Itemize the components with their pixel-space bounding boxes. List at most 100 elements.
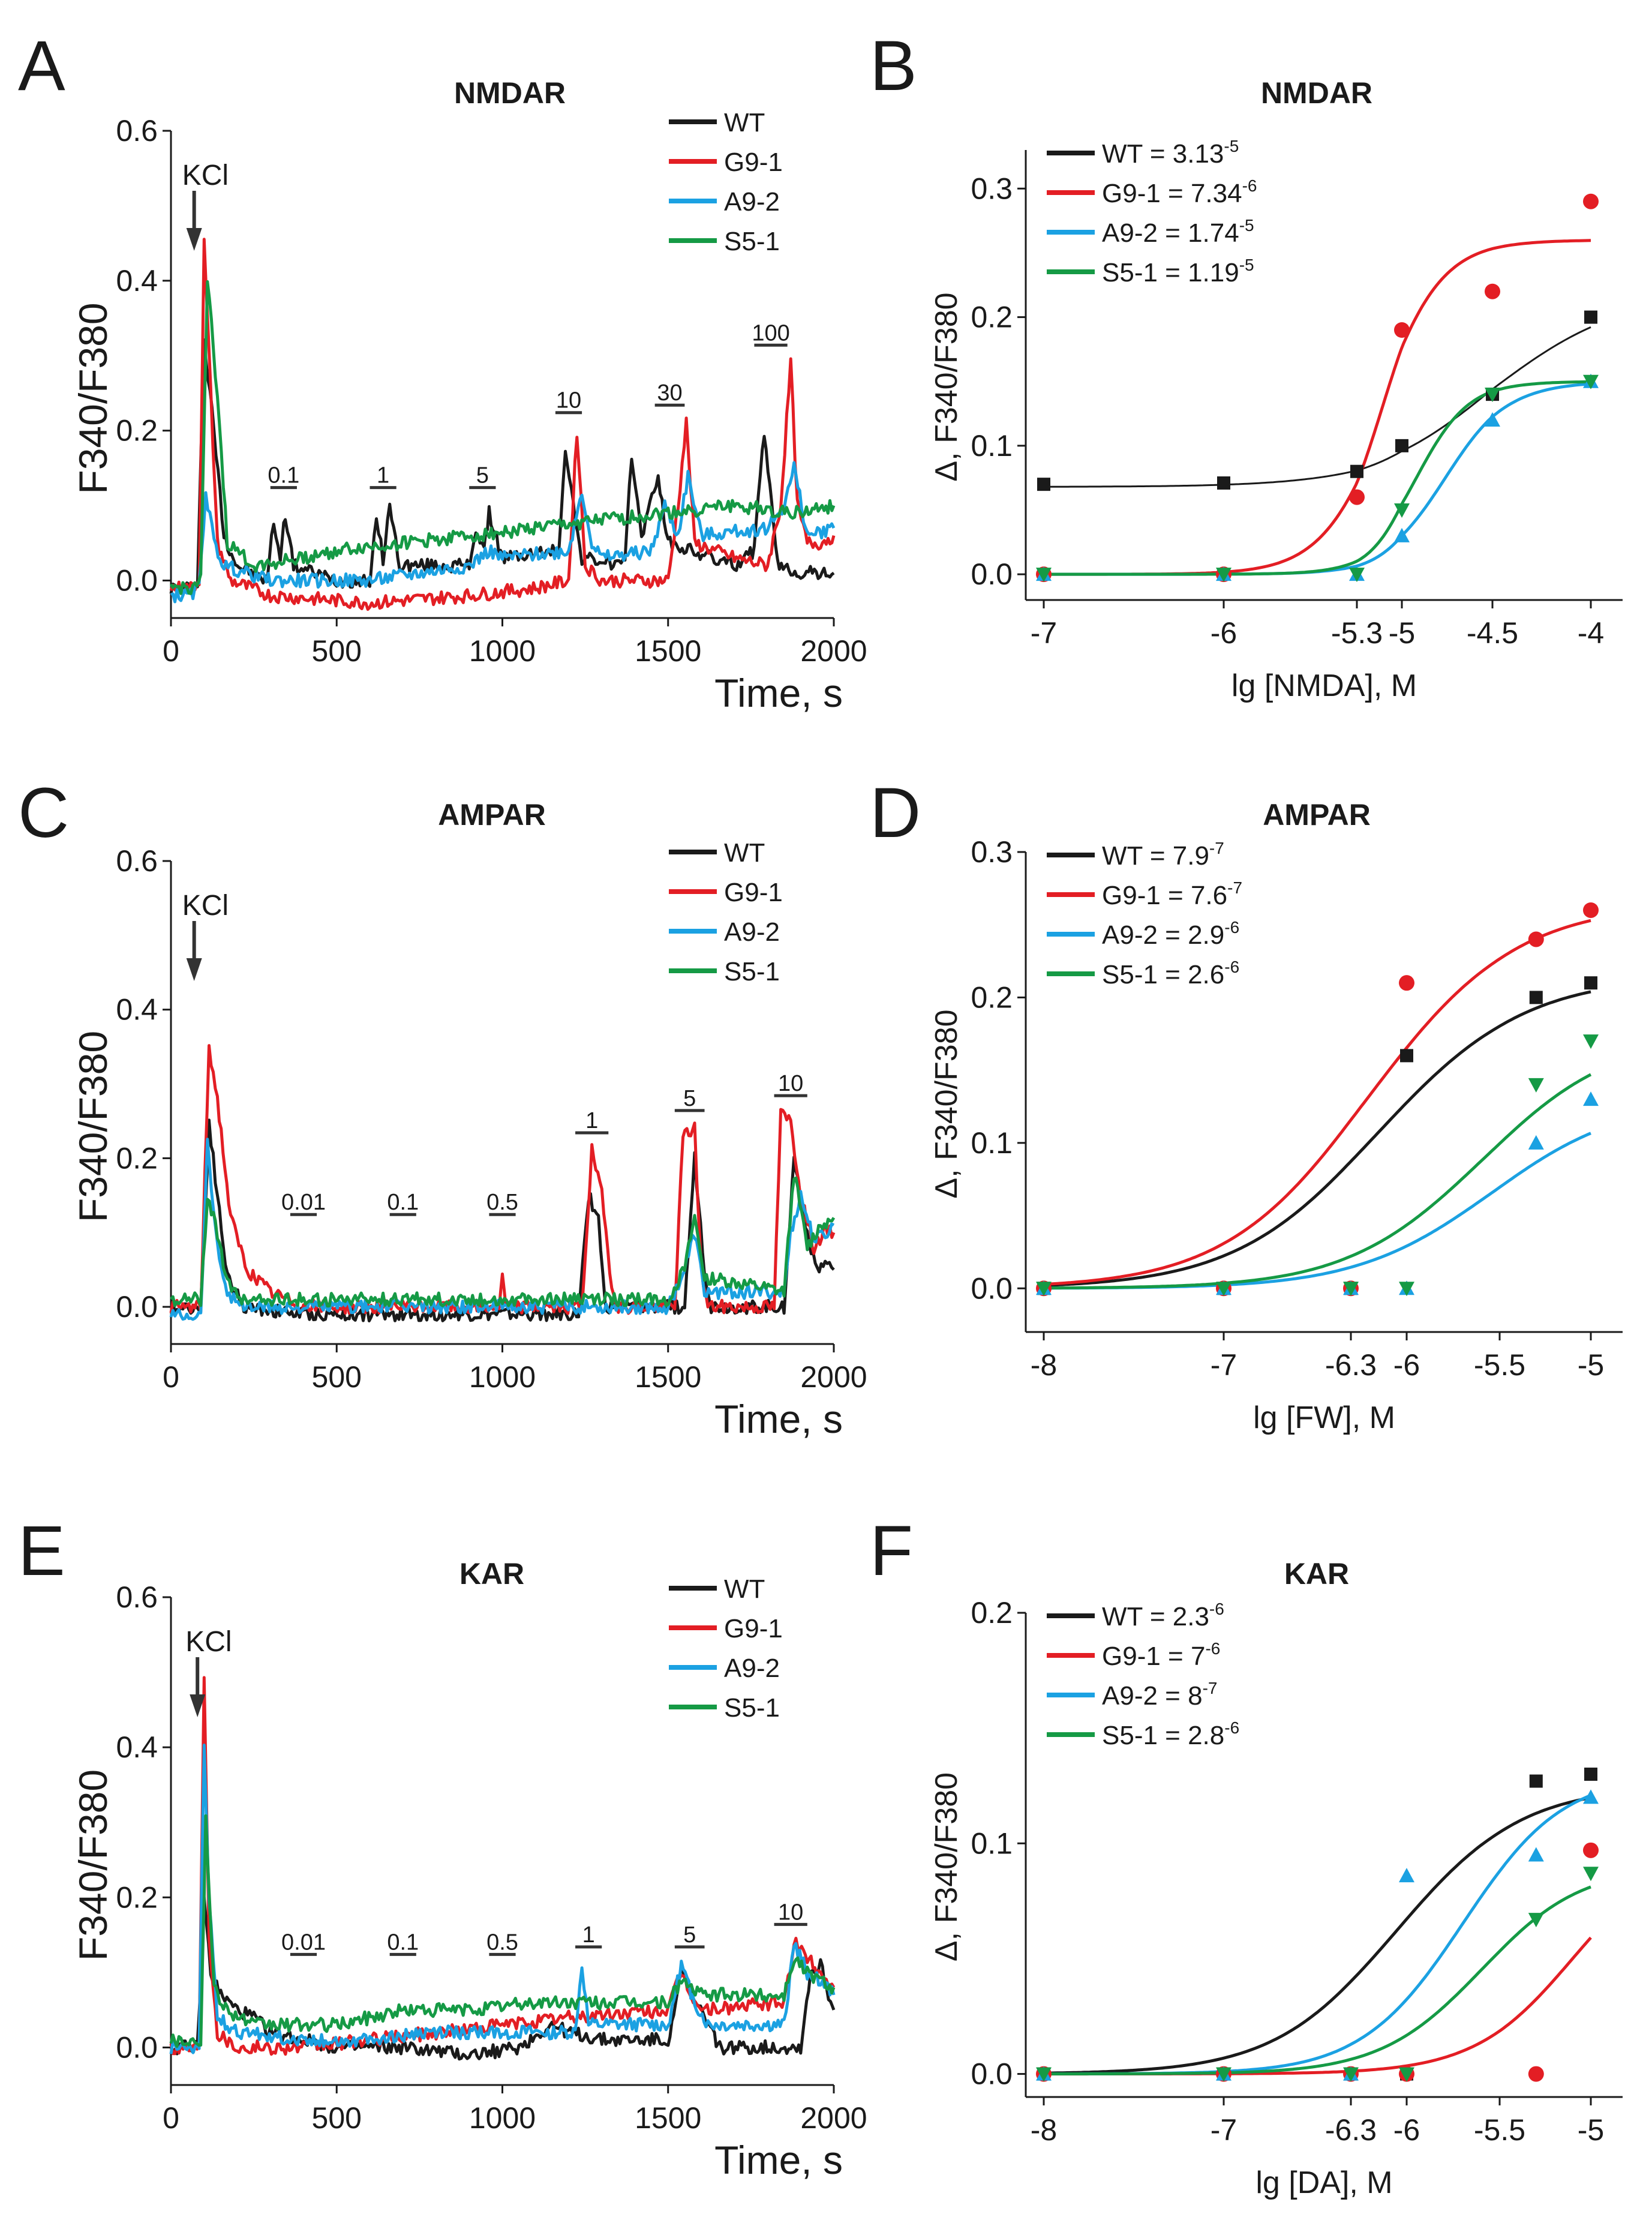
x-tick-label: -5 bbox=[1578, 1348, 1604, 1382]
data-point-s5-1 bbox=[1349, 568, 1365, 583]
application-label: 0.5 bbox=[486, 1190, 518, 1215]
application-label: 10 bbox=[778, 1071, 803, 1096]
panel-letter: C bbox=[18, 773, 69, 853]
legend-exponent: -6 bbox=[1224, 1718, 1239, 1737]
x-tick-label: 1500 bbox=[635, 634, 701, 668]
legend-label: G9-1 = 7.6-7 bbox=[1102, 878, 1242, 910]
data-point-s5-1 bbox=[1343, 2067, 1359, 2082]
y-tick-label: 0.0 bbox=[971, 557, 1013, 591]
y-tick-label: 0.6 bbox=[116, 844, 158, 878]
y-tick-label: 0.4 bbox=[116, 993, 158, 1027]
data-point-a9-2 bbox=[1485, 412, 1500, 427]
legend-label: S5-1 bbox=[724, 1693, 780, 1723]
application-label: 1 bbox=[585, 1108, 598, 1133]
panel-F: F KAR 0.0 0.1 0.2 -8 -7 -6.3 -6 -5.5 -5 lg [DA], M Δ… bbox=[870, 1511, 1623, 2200]
data-point-g9-1 bbox=[1349, 489, 1365, 505]
data-point-wt bbox=[1350, 464, 1363, 478]
x-tick-label: -7 bbox=[1211, 2113, 1237, 2147]
y-axis-title: F340/F380 bbox=[71, 302, 115, 494]
data-point-wt bbox=[1529, 991, 1543, 1004]
data-point-s5-1 bbox=[1399, 1282, 1414, 1297]
legend-exponent: -5 bbox=[1239, 256, 1254, 274]
y-tick-label: 0.3 bbox=[971, 835, 1013, 869]
x-tick-label: 1000 bbox=[469, 634, 536, 668]
y-tick-label: 0.0 bbox=[971, 1271, 1013, 1305]
legend-label: A9-2 = 8-7 bbox=[1102, 1679, 1217, 1711]
legend-value: A9-2 = 8 bbox=[1102, 1681, 1203, 1711]
application-label: 30 bbox=[657, 380, 682, 406]
trace-s5-1 bbox=[169, 1814, 836, 2048]
data-point-wt bbox=[1584, 310, 1597, 324]
x-tick-label: -8 bbox=[1031, 2113, 1057, 2147]
x-tick-label: -8 bbox=[1031, 1348, 1057, 1382]
fit-curve-a9-2 bbox=[1044, 382, 1591, 576]
data-point-wt bbox=[1395, 439, 1408, 452]
panel-D: D AMPAR 0.0 0.1 0.2 0.3 -8 -7 -6.3 -6 -5.5 -5 lg [FW… bbox=[870, 773, 1623, 1435]
data-point-wt bbox=[1529, 1774, 1543, 1788]
legend-label: A9-2 bbox=[724, 917, 780, 947]
fit-curve-g9-1 bbox=[1044, 239, 1591, 576]
application-label: 1 bbox=[377, 463, 389, 488]
data-point-a9-2 bbox=[1583, 1091, 1599, 1106]
legend-exponent: -6 bbox=[1205, 1639, 1220, 1658]
fit-curve-s5-1 bbox=[1044, 1885, 1591, 2075]
data-point-s5-1 bbox=[1528, 1078, 1544, 1093]
trace-g9-1 bbox=[169, 1044, 836, 1315]
y-axis-title: Δ, F340/F380 bbox=[929, 1772, 964, 1961]
legend-label: A9-2 = 2.9-6 bbox=[1102, 918, 1239, 950]
application-label: 0.1 bbox=[387, 1930, 419, 1955]
application-label: 0.5 bbox=[486, 1930, 518, 1955]
legend-label: S5-1 = 2.6-6 bbox=[1102, 958, 1239, 989]
legend-value: A9-2 = 2.9 bbox=[1102, 920, 1224, 950]
x-tick-label: -6 bbox=[1211, 616, 1237, 650]
data-point-g9-1 bbox=[1528, 2066, 1544, 2082]
fit-curve-a9-2 bbox=[1044, 1132, 1591, 1290]
legend-label: S5-1 bbox=[724, 957, 780, 986]
data-point-s5-1 bbox=[1343, 1282, 1359, 1297]
legend-value: S5-1 = 2.6 bbox=[1102, 960, 1224, 989]
panel-A: A NMDAR 0.0 0.2 0.4 0.6 0 500 1000 1500 2000Time, … bbox=[18, 26, 867, 715]
data-point-g9-1 bbox=[1583, 1842, 1599, 1858]
x-tick-label: 1000 bbox=[469, 2101, 536, 2135]
panel-letter: D bbox=[870, 773, 921, 853]
kcl-label: KCl bbox=[182, 160, 229, 191]
y-tick-label: 0.1 bbox=[971, 1126, 1013, 1160]
legend-label: WT = 2.3-6 bbox=[1102, 1600, 1224, 1631]
trace-wt bbox=[169, 1895, 836, 2061]
legend-label: WT = 3.13-5 bbox=[1102, 137, 1239, 169]
legend-value: S5-1 = 2.8 bbox=[1102, 1721, 1224, 1750]
y-tick-label: 0.2 bbox=[971, 980, 1013, 1014]
x-tick-label: 0 bbox=[163, 634, 179, 668]
panel-title: NMDAR bbox=[1261, 76, 1372, 110]
legend-label: G9-1 bbox=[724, 148, 783, 177]
fit-curve-g9-1 bbox=[1043, 919, 1591, 1286]
y-axis-title: Δ, F340/F380 bbox=[929, 1009, 964, 1198]
data-point-s5-1 bbox=[1583, 374, 1599, 389]
legend-exponent: -6 bbox=[1209, 1600, 1224, 1618]
application-label: 0.01 bbox=[281, 1930, 326, 1955]
trace-g9-1 bbox=[169, 238, 836, 611]
legend-exponent: -6 bbox=[1224, 958, 1239, 976]
legend-label: G9-1 = 7.34-6 bbox=[1102, 176, 1257, 208]
x-tick-label: 0 bbox=[163, 1360, 179, 1394]
x-tick-label: 2000 bbox=[800, 2101, 867, 2135]
legend-value: G9-1 = 7.6 bbox=[1102, 881, 1227, 910]
application-label: 5 bbox=[683, 1922, 696, 1948]
legend-label: WT = 7.9-7 bbox=[1102, 839, 1224, 871]
application-label: 5 bbox=[476, 463, 489, 488]
panel-title: KAR bbox=[459, 1557, 524, 1591]
legend-exponent: -5 bbox=[1239, 216, 1254, 235]
data-point-s5-1 bbox=[1036, 2067, 1052, 2082]
y-tick-label: 0.2 bbox=[116, 414, 158, 448]
legend-label: S5-1 = 2.8-6 bbox=[1102, 1718, 1239, 1750]
panel-title: NMDAR bbox=[454, 76, 566, 110]
x-tick-label: -5 bbox=[1389, 616, 1415, 650]
data-point-wt bbox=[1584, 1768, 1597, 1781]
y-axis-title: F340/F380 bbox=[71, 1031, 115, 1222]
data-point-a9-2 bbox=[1528, 1135, 1544, 1150]
legend-value: WT = 7.9 bbox=[1102, 841, 1209, 871]
y-axis-title: Δ, F340/F380 bbox=[929, 292, 964, 481]
data-point-a9-2 bbox=[1394, 527, 1410, 542]
